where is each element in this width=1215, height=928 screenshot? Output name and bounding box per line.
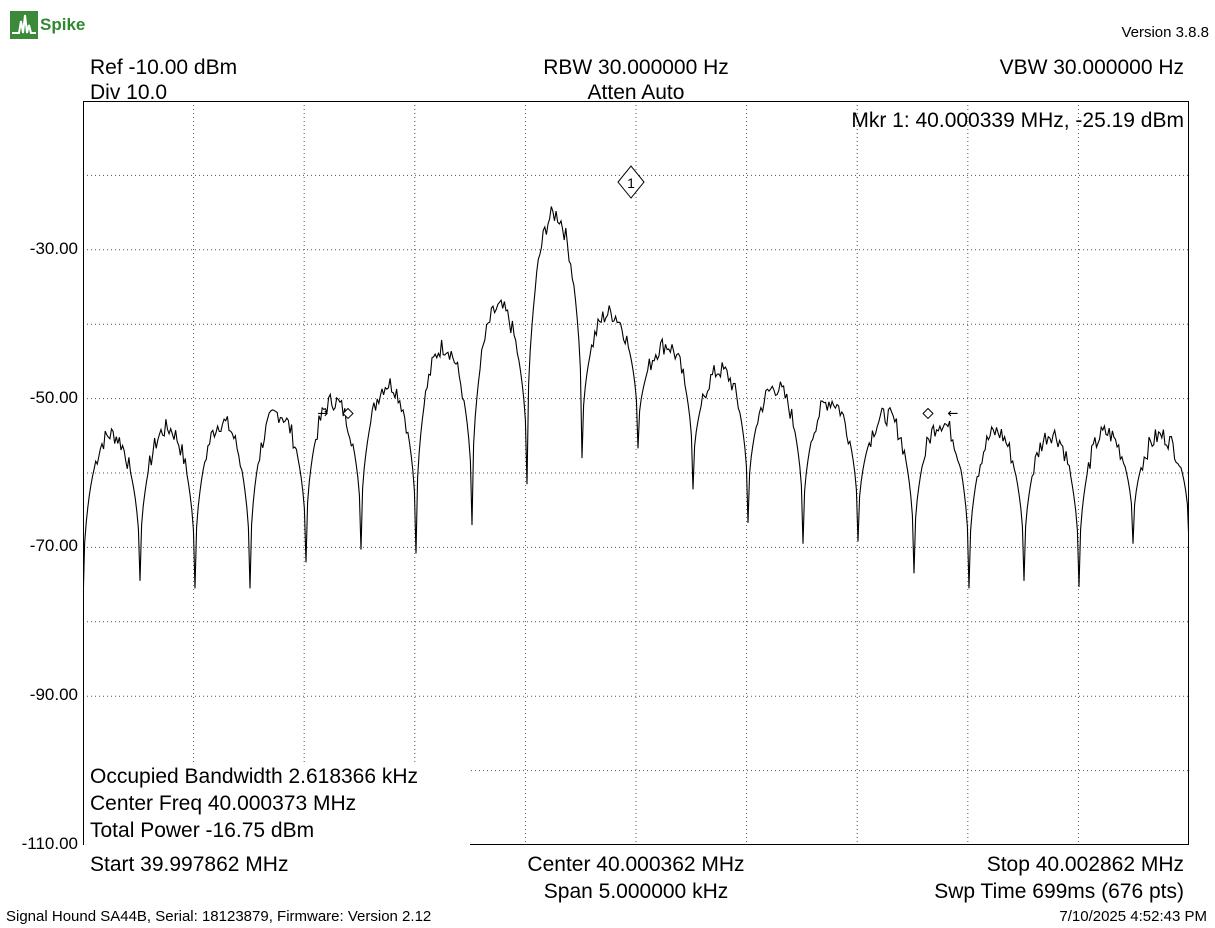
y-tick-label: -30.00 [29, 238, 78, 258]
marker-readout: Mkr 1: 40.000339 MHz, -25.19 dBm [851, 109, 1184, 132]
stop-frequency: Stop 40.002862 MHz [986, 853, 1184, 876]
y-tick-label: -70.00 [29, 536, 78, 556]
logo-icon [10, 11, 38, 39]
span-setting: Span 5.000000 kHz [543, 880, 729, 903]
vbw-setting: VBW 30.000000 Hz [999, 56, 1184, 79]
spike-logo: Spike [10, 11, 85, 39]
spectrum-trace [83, 206, 1189, 606]
marker-1-diamond [617, 165, 645, 199]
start-frequency: Start 39.997862 MHz [90, 853, 289, 876]
obw-left-diamond [342, 407, 354, 420]
center-frequency: Center 40.000362 MHz [527, 853, 745, 876]
marker-1-label: 1 [627, 175, 635, 191]
y-tick-label: -110.00 [21, 834, 78, 853]
obw-right-diamond [922, 407, 934, 420]
version-label: Version 3.8.8 [1121, 24, 1209, 41]
atten-setting: Atten Auto [587, 81, 685, 104]
y-tick-label: -50.00 [29, 387, 78, 407]
device-info: Signal Hound SA44B, Serial: 18123879, Fi… [6, 908, 432, 925]
measurement-panel: Occupied Bandwidth 2.618366 kHz Center F… [84, 763, 470, 845]
sweep-time: Swp Time 699ms (676 pts) [934, 880, 1184, 903]
total-power: Total Power -16.75 dBm [90, 819, 315, 842]
center-frequency-measure: Center Freq 40.000373 MHz [90, 792, 357, 815]
rbw-setting: RBW 30.000000 Hz [543, 56, 729, 79]
logo-text: Spike [40, 15, 86, 34]
timestamp: 7/10/2025 4:52:43 PM [1059, 908, 1207, 925]
spectrum-graph[interactable]: 1 → ← [83, 101, 1189, 845]
occupied-bandwidth: Occupied Bandwidth 2.618366 kHz [90, 765, 419, 788]
y-tick-label: -90.00 [29, 685, 78, 705]
spectrum-plot[interactable]: 1 → ← Mkr 1: 40.000339 MHz, -25.19 dBm Occ… [83, 101, 1189, 845]
ref-level: Ref -10.00 dBm [90, 56, 238, 79]
obw-right-arrow: ← [948, 406, 959, 421]
obw-left-arrow: → [318, 406, 329, 421]
div-scale: Div 10.0 [90, 81, 168, 104]
